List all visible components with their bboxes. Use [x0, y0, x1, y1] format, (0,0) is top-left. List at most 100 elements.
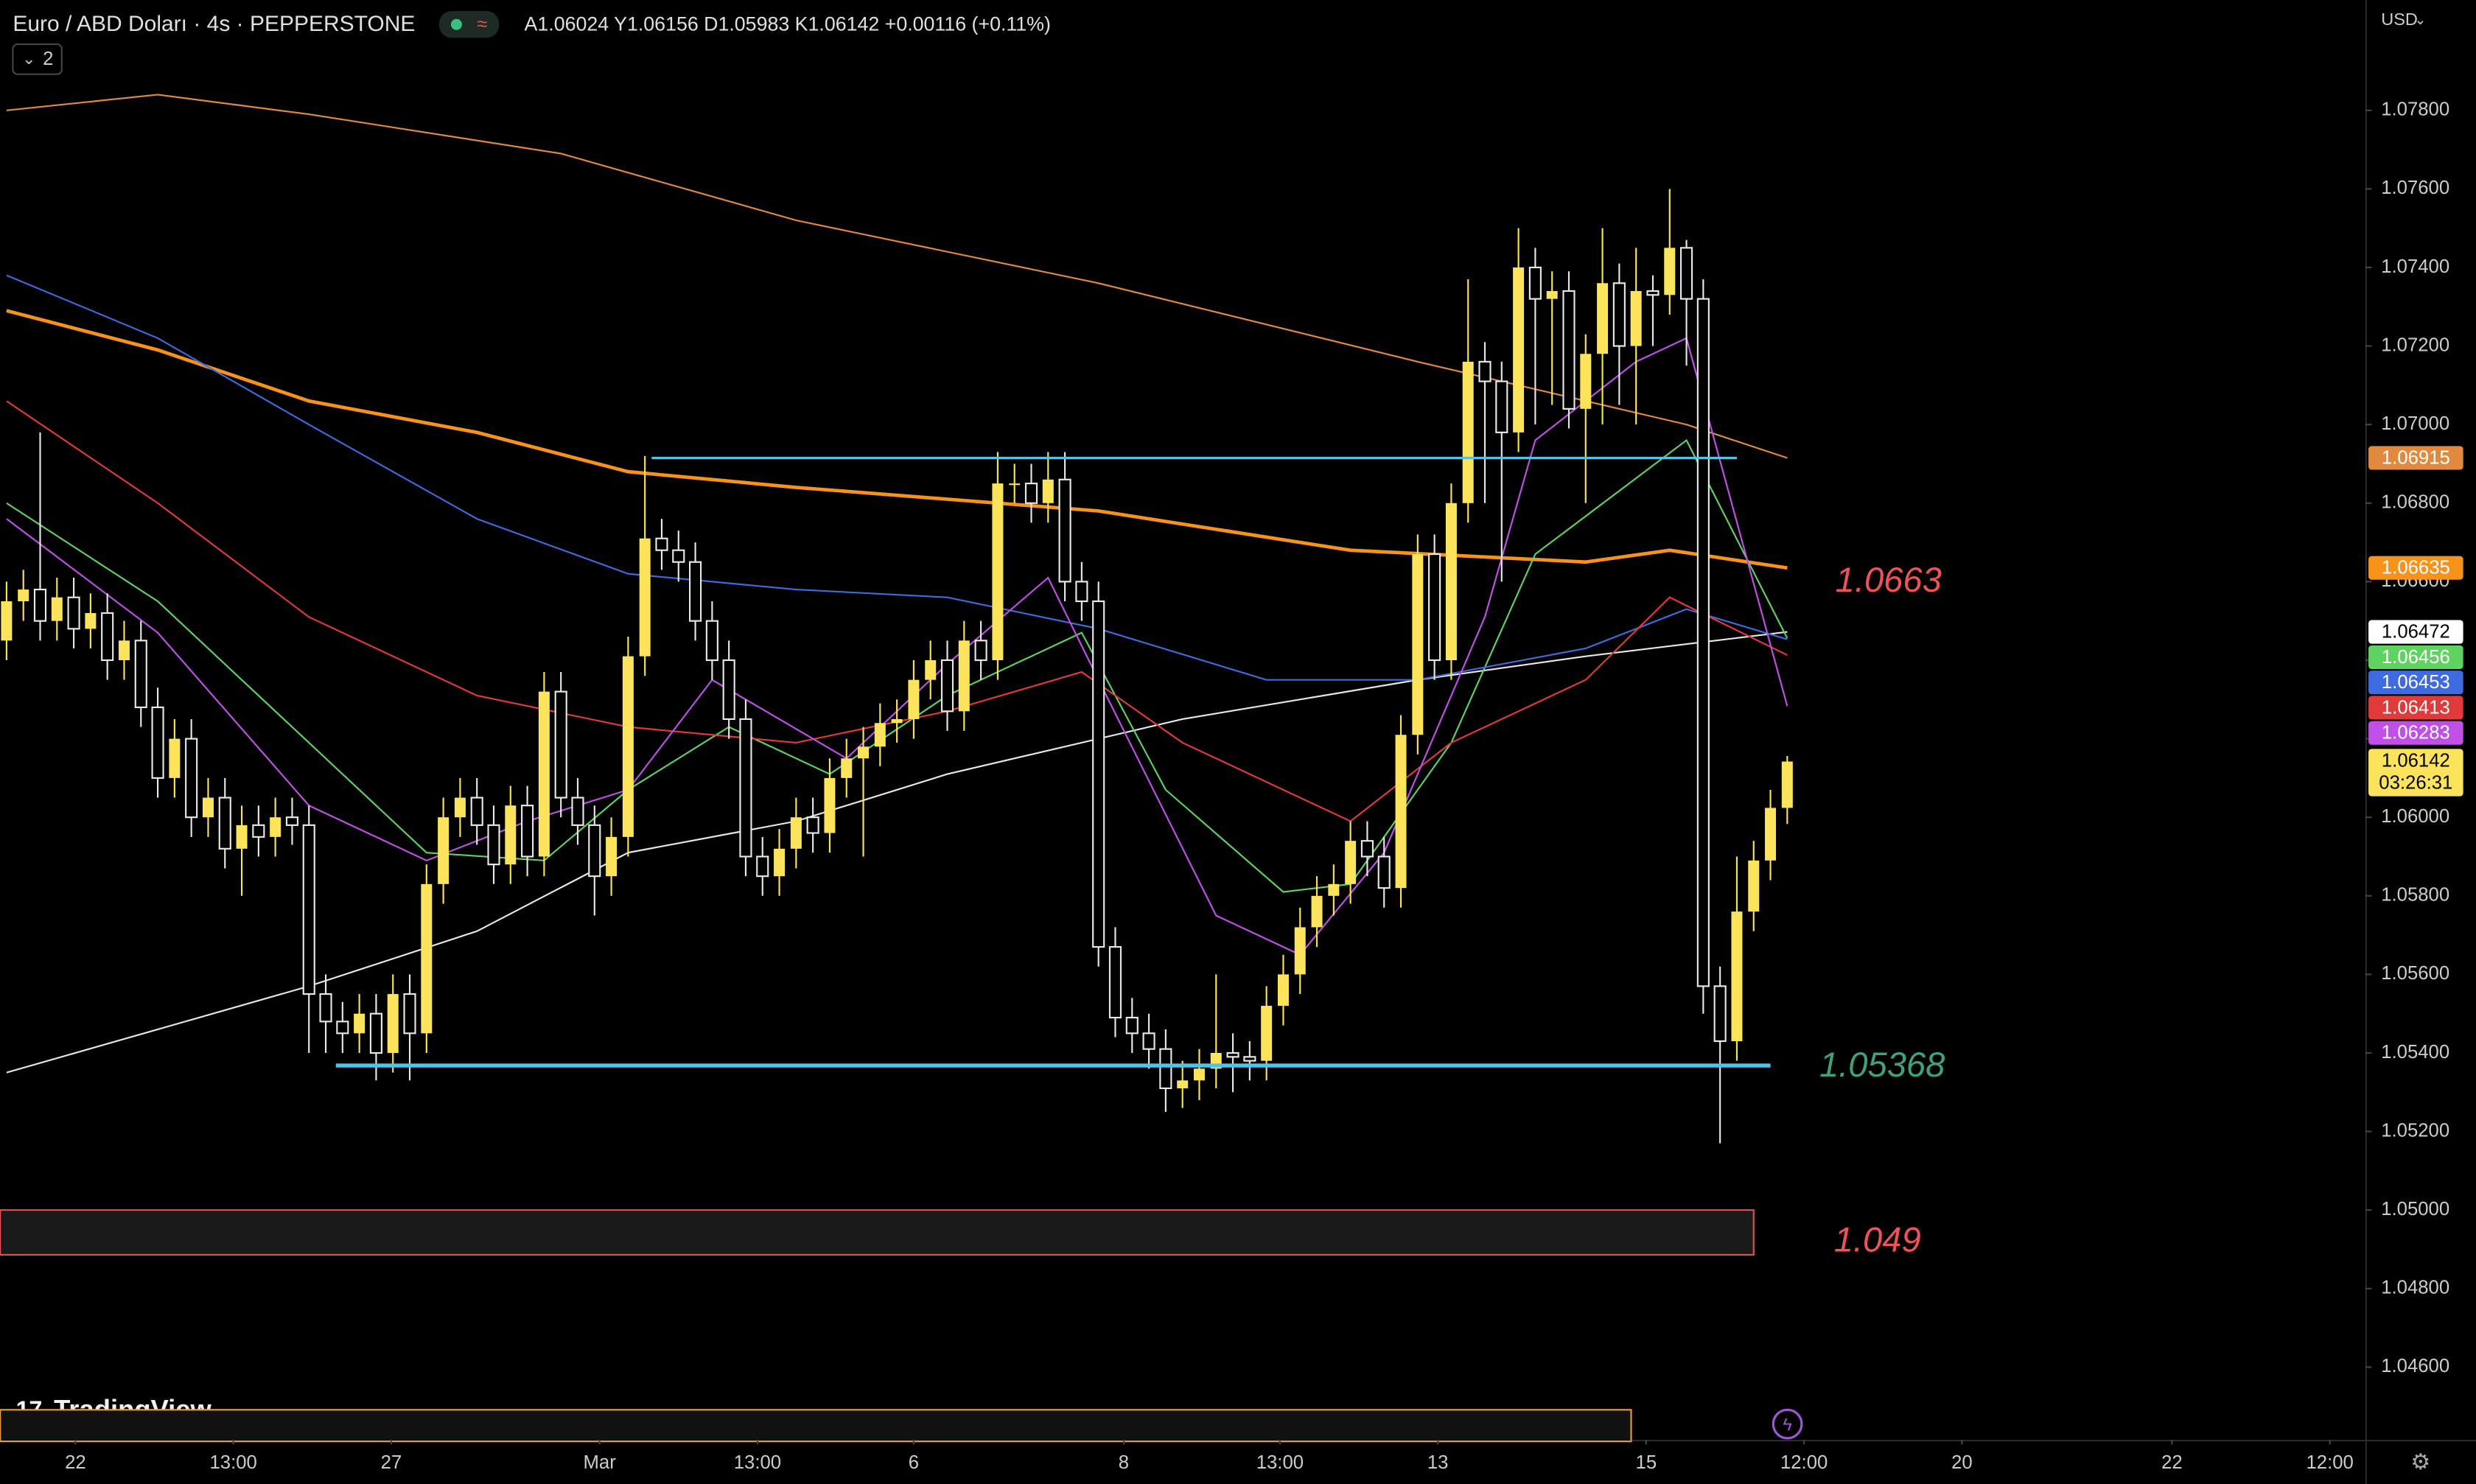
candle-body — [369, 1012, 382, 1054]
candle-body — [1597, 283, 1609, 354]
x-tick-label: 13 — [1427, 1452, 1449, 1473]
candle-body — [992, 483, 1004, 660]
y-tick-label: 1.05800 — [2381, 885, 2449, 906]
candle-body — [1075, 581, 1088, 603]
candle-body — [622, 656, 634, 837]
candle-body — [505, 805, 517, 865]
candle-body — [756, 855, 769, 878]
candle-body — [185, 738, 198, 819]
x-tick-label: 12:00 — [2307, 1452, 2354, 1473]
x-tick-label: 13:00 — [209, 1452, 256, 1473]
candle-body — [1495, 380, 1508, 433]
candle-body — [85, 613, 97, 629]
price-tag-label: 1.06456 — [2382, 647, 2450, 668]
candle-body — [1193, 1068, 1205, 1081]
candle-body — [336, 1021, 349, 1035]
price-tag-label: 1.06472 — [2382, 621, 2450, 642]
x-tick-label: 6 — [909, 1452, 919, 1473]
candle-body — [67, 596, 80, 630]
x-tick-label: 12:00 — [1780, 1452, 1828, 1473]
currency-selector[interactable]: USD — [2381, 10, 2418, 29]
candle-body — [1092, 600, 1105, 948]
moving-average — [6, 631, 1788, 1074]
candle-body — [1024, 483, 1038, 504]
candle-body — [521, 805, 534, 858]
indicators-toggle[interactable] — [12, 43, 63, 75]
y-tick-label: 1.07400 — [2381, 256, 2449, 277]
candle-body — [1395, 735, 1407, 889]
price-tag-label: 1.06635 — [2382, 558, 2450, 578]
candle-body — [1478, 360, 1491, 382]
x-tick-label: 22 — [2161, 1452, 2183, 1473]
candle-body — [739, 718, 752, 858]
candle-body — [1328, 883, 1340, 896]
candle-body — [1612, 282, 1626, 347]
candle-body — [487, 824, 500, 866]
candle-body — [958, 640, 970, 712]
indicator-pane — [0, 1409, 1632, 1443]
y-tick-label: 1.05600 — [2381, 963, 2449, 984]
candle-body — [403, 993, 416, 1035]
price-tag — [2368, 671, 2463, 695]
y-tick-label: 1.07800 — [2381, 99, 2449, 120]
current-price-label: 1.06142 — [2382, 750, 2450, 771]
candle-body — [1108, 946, 1122, 1019]
candle-body — [1646, 290, 1660, 296]
x-tick-label: 13:00 — [1256, 1452, 1304, 1473]
y-tick-label: 1.05400 — [2381, 1042, 2449, 1063]
candle-body — [285, 816, 299, 826]
candle-body — [1562, 290, 1576, 410]
price-axis: 1.07800 1.07600 1.07400 1.07200 1.07000 1.068… — [2365, 99, 2463, 1376]
candle-body — [1428, 553, 1441, 662]
y-tick-label: 1.06000 — [2381, 806, 2449, 827]
x-tick-label: 20 — [1951, 1452, 1973, 1473]
candle-body — [588, 824, 601, 878]
candle-body — [1679, 247, 1693, 300]
x-tick-label: Mar — [583, 1452, 616, 1473]
x-tick-label: 27 — [381, 1452, 402, 1473]
candle-body — [1765, 808, 1777, 861]
y-tick-label: 1.05200 — [2381, 1120, 2449, 1141]
candle-body — [705, 620, 718, 662]
candle-body — [470, 797, 483, 826]
status-pill[interactable] — [438, 10, 500, 38]
x-tick-label: 8 — [1119, 1452, 1129, 1473]
candle-body — [1142, 1032, 1155, 1050]
settings-button[interactable]: ⚙ — [2410, 1450, 2430, 1474]
candle-body — [1713, 985, 1727, 1043]
candle-body — [1058, 478, 1071, 583]
candle-body — [1360, 840, 1374, 858]
price-tag-label: 1.06283 — [2382, 723, 2450, 743]
candle-body — [134, 640, 147, 709]
candle-body — [858, 746, 870, 759]
candle-body — [1345, 841, 1357, 884]
price-tag — [2368, 721, 2463, 745]
price-tag — [2368, 446, 2463, 470]
candle-body — [841, 758, 853, 778]
x-tick-label: 15 — [1636, 1452, 1657, 1473]
y-tick-label: 1.07600 — [2381, 178, 2449, 198]
candle-body — [1664, 248, 1676, 295]
candle-body — [1748, 860, 1760, 912]
candle-body — [18, 589, 29, 602]
candle-body — [387, 994, 399, 1053]
candle-body — [1781, 761, 1793, 808]
candle-body — [1177, 1080, 1189, 1088]
candle-body — [101, 612, 114, 662]
y-tick-label: 1.07000 — [2381, 413, 2449, 434]
candle-body — [151, 706, 164, 779]
price-tag — [2368, 645, 2463, 669]
y-tick-label: 1.05000 — [2381, 1199, 2449, 1219]
candle-body — [1294, 927, 1306, 975]
candle-body — [1546, 290, 1558, 299]
price-tag — [2368, 696, 2463, 720]
candle-body — [1412, 554, 1424, 735]
candle-body — [790, 817, 802, 849]
candle-body — [1277, 974, 1289, 1007]
candle-body — [722, 659, 735, 721]
zone — [0, 1209, 1755, 1256]
lightning-button[interactable] — [1772, 1408, 1803, 1440]
currency-chevron: ⌄ — [2414, 13, 2426, 28]
